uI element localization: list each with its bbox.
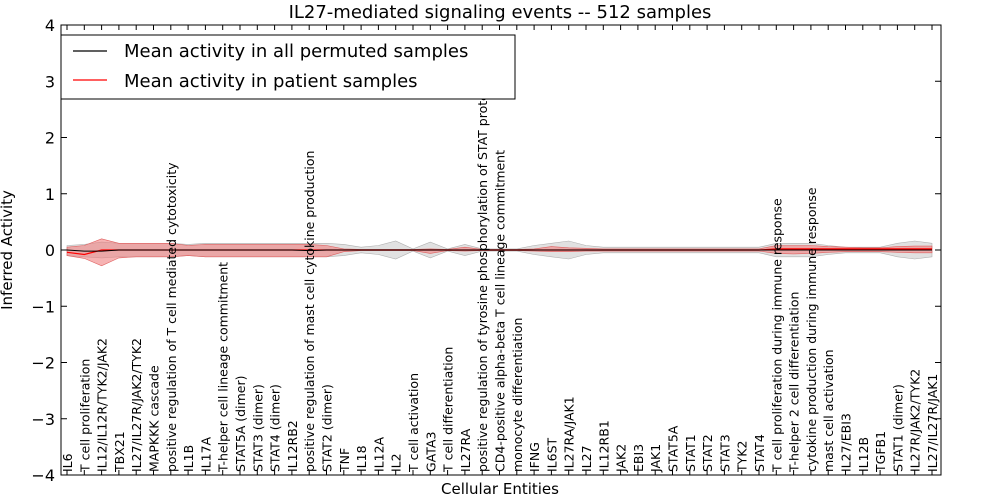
x-tick-label: TGFB1: [873, 431, 888, 473]
x-tick-label: IL27RA/JAK1: [562, 396, 577, 472]
x-tick-label: TBX21: [112, 431, 127, 473]
x-tick-label: monocyte differentiation: [510, 318, 525, 472]
x-tick-label: T-helper cell lineage commitment: [216, 262, 231, 473]
x-axis-ticks: [66, 25, 933, 475]
x-tick-label: EBI3: [631, 444, 646, 472]
y-tick-label: 2: [45, 129, 55, 148]
x-tick-label: STAT4: [752, 434, 767, 472]
x-tick-label: T cell activation: [406, 373, 421, 473]
x-tick-label: positive regulation of tyrosine phosphor…: [475, 82, 490, 472]
x-tick-label: TNF: [337, 448, 352, 473]
x-tick-label: STAT2: [700, 434, 715, 472]
x-tick-label: T cell proliferation during immune respo…: [769, 198, 784, 473]
x-tick-label: IL27/EBI3: [839, 413, 854, 472]
legend: Mean activity in all permuted samples Me…: [60, 34, 516, 100]
x-tick-label: IL12/IL12R/TYK2/JAK2: [95, 338, 110, 472]
x-tick-label: JAK2: [614, 444, 629, 473]
x-tick-label: positive regulation of T cell mediated c…: [164, 162, 179, 472]
x-tick-label: T-helper 2 cell differentiation: [787, 292, 802, 473]
x-tick-label: IL1B: [181, 445, 196, 472]
x-tick-label: T cell proliferation: [77, 359, 92, 473]
x-tick-label: STAT3: [717, 434, 732, 472]
x-tick-label: CD4-positive alpha-beta T cell lineage c…: [493, 150, 508, 472]
x-tick-label: STAT5A (dimer): [233, 376, 248, 472]
y-tick-label: −2: [31, 354, 55, 373]
y-tick-label: 4: [45, 16, 55, 35]
series-lines: [66, 248, 932, 256]
y-tick-label: −3: [31, 410, 55, 429]
y-tick-label: −4: [31, 466, 55, 485]
x-tick-label: IL27/IL27R/JAK2/TYK2: [129, 338, 144, 472]
x-tick-label: IL17A: [198, 436, 213, 472]
x-tick-label: STAT4 (dimer): [268, 384, 283, 472]
x-tick-label: TYK2: [735, 441, 750, 473]
permuted-mean-line: [66, 249, 932, 252]
legend-box: [60, 34, 516, 100]
x-tick-label: IL12RB1: [596, 420, 611, 472]
legend-label-patient: Mean activity in patient samples: [124, 71, 418, 92]
x-tick-label: T cell differentiation: [441, 347, 456, 473]
y-tick-label: 1: [45, 185, 55, 204]
x-tick-label: IL6ST: [544, 437, 559, 472]
y-axis-label: Inferred Activity: [0, 190, 16, 310]
x-tick-label: STAT3 (dimer): [250, 384, 265, 472]
x-tick-label: IL27: [579, 445, 594, 472]
x-tick-label: cytokine production during immune respon…: [804, 187, 819, 472]
x-axis-label: Cellular Entities: [441, 480, 559, 498]
x-tick-label: IL12RB2: [285, 420, 300, 472]
x-tick-label: IL12A: [371, 436, 386, 472]
x-tick-label: STAT1: [683, 434, 698, 472]
x-tick-label: MAPKKK cascade: [147, 365, 162, 472]
x-tick-label: positive regulation of mast cell cytokin…: [302, 151, 317, 472]
x-tick-labels: IL6 T cell proliferation IL12/IL12R/TYK2/J…: [60, 82, 940, 473]
x-tick-label: IL27/IL27R/JAK1: [925, 374, 940, 472]
x-tick-label: IL18: [354, 445, 369, 472]
chart-title: IL27-mediated signaling events -- 512 sa…: [289, 2, 712, 23]
legend-label-permuted: Mean activity in all permuted samples: [124, 41, 468, 62]
y-tick-label: 3: [45, 72, 55, 91]
x-tick-label: mast cell activation: [821, 349, 836, 472]
x-tick-label: IL27RA: [458, 428, 473, 472]
x-tick-label: IL12B: [856, 437, 871, 472]
x-tick-label: IL2: [389, 453, 404, 472]
x-tick-label: STAT5A: [666, 425, 681, 472]
x-tick-label: IFNG: [527, 442, 542, 472]
x-tick-label: JAK1: [648, 444, 663, 473]
x-tick-label: IL6: [60, 453, 75, 472]
x-tick-label: GATA3: [423, 432, 438, 472]
x-tick-label: STAT2 (dimer): [320, 384, 335, 472]
x-tick-label: IL27R/JAK2/TYK2: [908, 369, 923, 472]
x-tick-label: STAT1 (dimer): [890, 384, 905, 472]
y-tick-label: 0: [45, 241, 55, 260]
y-axis-ticks: −4 −3 −2 −1 0 1 2 3 4: [31, 16, 941, 485]
y-tick-label: −1: [31, 297, 55, 316]
